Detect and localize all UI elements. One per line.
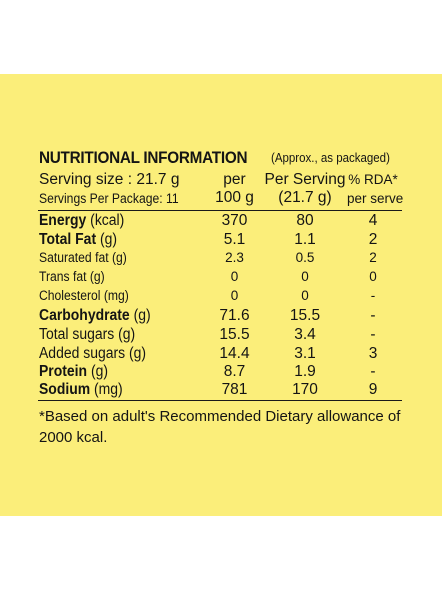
- per-column-header: per: [223, 171, 246, 188]
- rda-value: -: [370, 363, 376, 380]
- nutrient-name: Added sugars (g): [39, 345, 147, 362]
- rda-value: 9: [368, 381, 378, 398]
- per-serving-value: 3.1: [294, 345, 316, 362]
- table-bottom-divider: [38, 400, 402, 401]
- rda-value: 4: [368, 212, 378, 229]
- nutrient-name: Trans fat (g): [39, 269, 105, 284]
- per-100g-header: 100 g: [215, 189, 254, 206]
- nutrient-name: Energy (kcal): [39, 212, 125, 229]
- nutrient-unit: (kcal): [86, 212, 125, 229]
- per-serving-value: 3.4: [294, 326, 316, 343]
- footnote: *Based on adult's Recommended Dietary al…: [39, 408, 401, 446]
- rda-value: -: [370, 326, 376, 343]
- label-panel: [0, 74, 442, 516]
- rda-value: 2: [369, 250, 377, 265]
- rda-value: 0: [369, 269, 377, 284]
- per-serving-column-header: Per Serving: [264, 171, 346, 188]
- per-100g-value: 14.4: [219, 345, 250, 362]
- header-divider: [38, 210, 402, 211]
- nutrient-name: Total sugars (g): [39, 326, 136, 343]
- per-serving-value: 0: [301, 269, 309, 284]
- nutrient-name: Carbohydrate (g): [39, 307, 151, 324]
- nutrient-name: Cholesterol (mg): [39, 288, 129, 303]
- per-serving-value: 0: [301, 288, 309, 303]
- per-serving-value: 1.9: [294, 363, 316, 380]
- per-serving-value: 170: [292, 381, 318, 398]
- per-100g-value: 71.6: [219, 307, 250, 324]
- nutrient-name: Sodium (mg): [39, 381, 123, 398]
- rda-value: 3: [368, 345, 378, 362]
- per-100g-value: 15.5: [219, 326, 250, 343]
- rda-column-header: % RDA*: [348, 172, 398, 187]
- per-serving-value: 80: [296, 212, 314, 229]
- nutrient-name: Saturated fat (g): [39, 250, 127, 265]
- per-100g-value: 0: [230, 269, 239, 284]
- per-serving-value: 0.5: [295, 250, 315, 265]
- rda-value: 2: [368, 231, 378, 248]
- rda-value: -: [370, 307, 376, 324]
- nutrient-unit: (g): [87, 363, 108, 380]
- nutrient-name: Total Fat (g): [39, 231, 118, 248]
- nutrient-name: Protein (g): [39, 363, 108, 380]
- nutrient-unit: (mg): [90, 381, 123, 398]
- serving-size-label: Serving size : 21.7 g: [39, 171, 180, 188]
- per-serve-header: per serve: [347, 191, 404, 206]
- nutrition-note: (Approx., as packaged): [271, 151, 390, 165]
- per-serving-value: 1.1: [294, 231, 316, 248]
- per-serving-value: 15.5: [289, 307, 321, 324]
- rda-value: -: [370, 288, 376, 303]
- per-100g-value: 370: [221, 212, 248, 229]
- nutrient-unit: (g): [96, 231, 118, 248]
- nutrition-heading: NUTRITIONAL INFORMATION (Approx., as pac…: [39, 148, 409, 168]
- nutrient-unit: (g): [129, 307, 151, 324]
- per-100g-value: 5.1: [223, 231, 246, 248]
- per-100g-value: 8.7: [223, 363, 246, 380]
- per-100g-value: 2.3: [225, 250, 244, 265]
- serving-weight-header: (21.7 g): [278, 189, 332, 206]
- per-100g-value: 0: [230, 288, 239, 303]
- nutrition-title: NUTRITIONAL INFORMATION: [39, 148, 248, 167]
- per-100g-value: 781: [221, 381, 248, 398]
- servings-per-package-label: Servings Per Package: 11: [39, 191, 179, 206]
